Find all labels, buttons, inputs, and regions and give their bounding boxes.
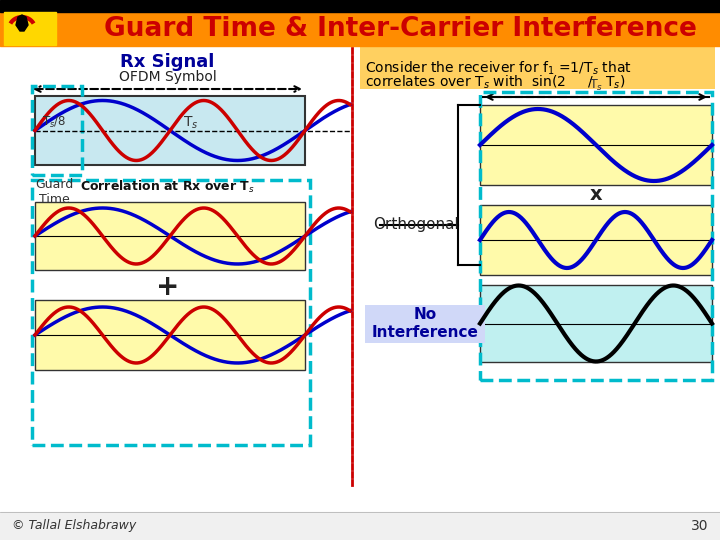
Text: Rx Signal: Rx Signal: [120, 53, 215, 71]
Text: x: x: [590, 186, 603, 205]
Text: Guard Time & Inter-Carrier Interference: Guard Time & Inter-Carrier Interference: [104, 16, 696, 42]
Bar: [0, 12, 720, 46]
Bar: [32, 86, 82, 175]
Bar: [480, 92, 712, 380]
Bar: [35, 96, 305, 165]
Text: 30: 30: [690, 519, 708, 533]
Bar: [32, 180, 310, 445]
Bar: [0, 0, 720, 12]
Text: correlates over T$_s$ with  sin(2     /   T$_s$): correlates over T$_s$ with sin(2 / T$_s$…: [365, 73, 626, 91]
Bar: [35, 300, 305, 370]
Text: Orthogonal: Orthogonal: [373, 218, 459, 233]
Text: © Tallal Elshabrawy: © Tallal Elshabrawy: [12, 519, 136, 532]
Text: OFDM Symbol: OFDM Symbol: [119, 70, 217, 84]
Text: +: +: [156, 273, 179, 301]
Bar: [0, 512, 720, 540]
Text: Consider the receiver for f$_1$ =1/T$_s$ that: Consider the receiver for f$_1$ =1/T$_s$…: [365, 59, 631, 77]
Text: Guard
Time: Guard Time: [35, 178, 73, 206]
Bar: [365, 305, 485, 342]
Text: Correlation at Rx over T$_s$: Correlation at Rx over T$_s$: [80, 179, 255, 195]
Text: No
Interference: No Interference: [372, 307, 478, 340]
Bar: [360, 47, 715, 89]
Text: T$_s$: T$_s$: [184, 114, 199, 131]
Bar: [4, 12, 56, 45]
Text: T$_s$: T$_s$: [589, 78, 603, 93]
Polygon shape: [16, 15, 28, 31]
Polygon shape: [14, 21, 30, 37]
Text: T$_s$/8: T$_s$/8: [42, 115, 66, 130]
Bar: [480, 285, 712, 362]
Bar: [480, 205, 712, 275]
Bar: [480, 105, 712, 185]
Bar: [35, 202, 305, 270]
